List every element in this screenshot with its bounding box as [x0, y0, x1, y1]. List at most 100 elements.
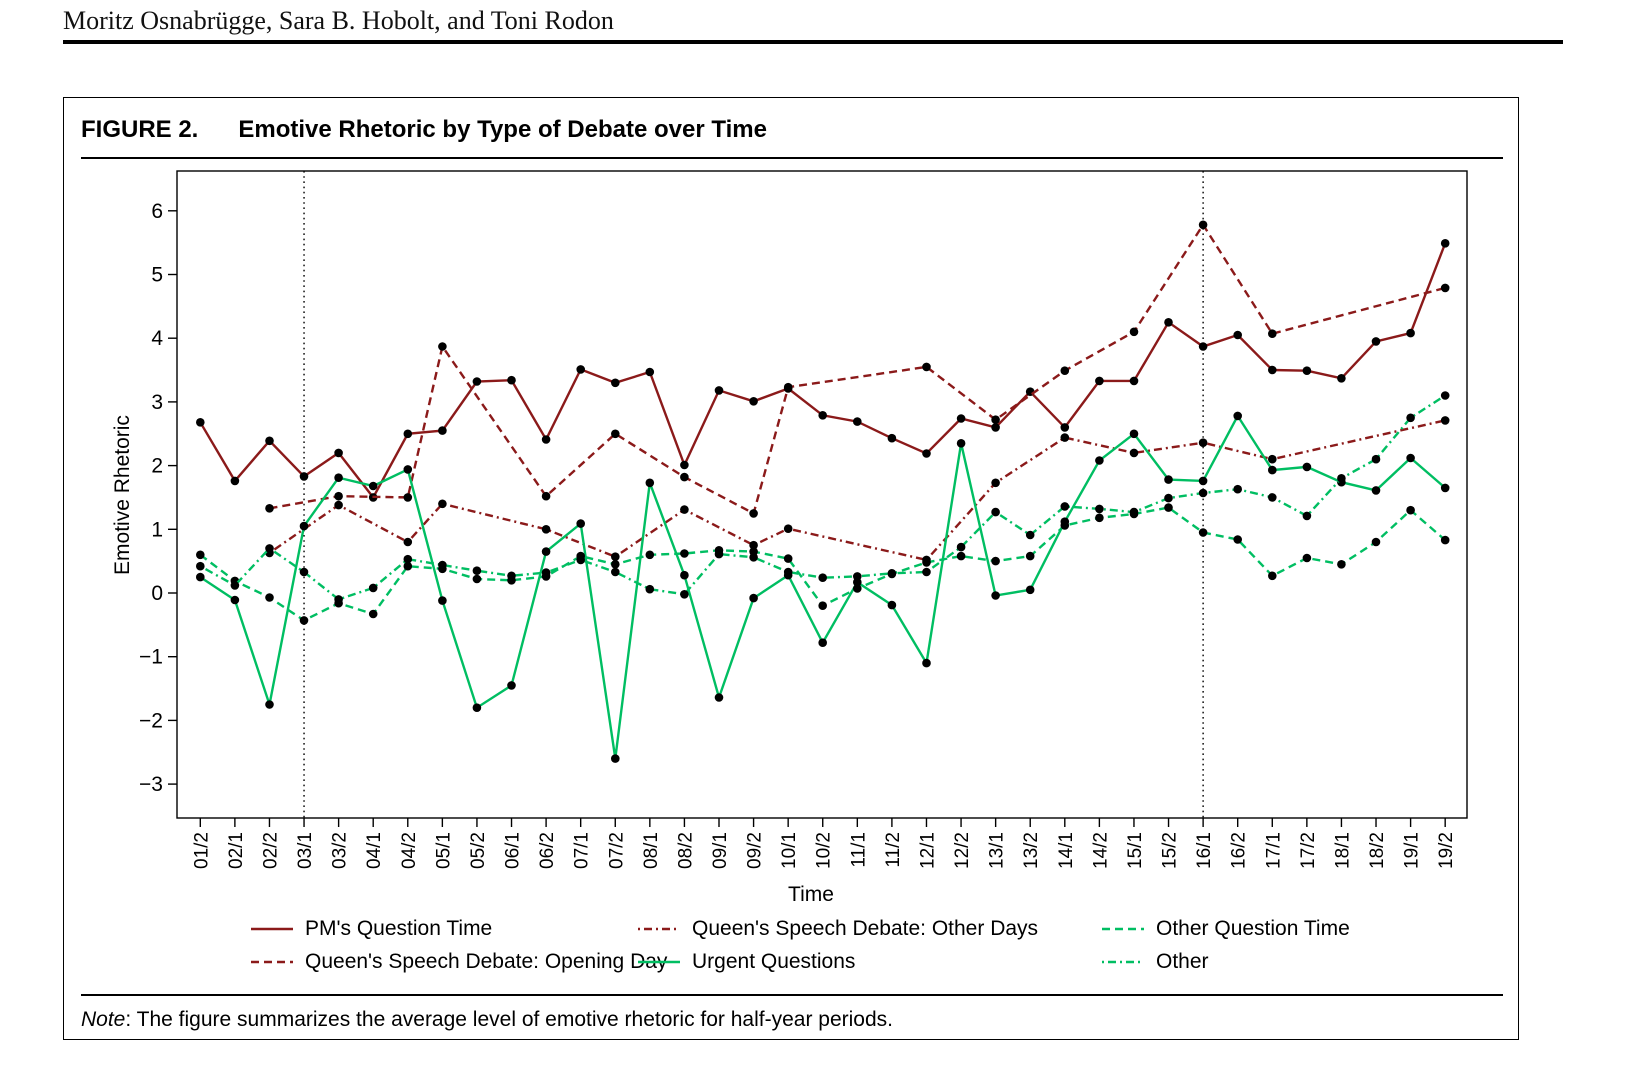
data-point — [1198, 488, 1208, 498]
legend-swatch-icon — [251, 927, 293, 931]
data-point — [1440, 416, 1450, 425]
data-point — [749, 593, 758, 603]
series-line-urgent-questions — [199, 413, 1446, 759]
data-point — [680, 549, 689, 558]
data-point — [1302, 553, 1312, 563]
data-point — [956, 551, 966, 561]
legend-swatch-icon — [251, 960, 293, 964]
data-point — [887, 569, 897, 578]
x-tick-label: 12/1 — [917, 832, 938, 869]
data-point — [1129, 448, 1139, 458]
data-point — [472, 703, 482, 712]
data-point — [1406, 413, 1415, 423]
data-point — [853, 584, 862, 593]
data-point — [680, 460, 689, 470]
x-tick-label: 09/2 — [745, 832, 766, 869]
data-point — [783, 567, 793, 577]
data-point — [1164, 318, 1173, 327]
header-rule — [63, 40, 1563, 44]
x-tick-label: 18/2 — [1367, 832, 1388, 869]
data-point — [1268, 493, 1277, 502]
data-point — [1337, 374, 1346, 383]
data-point — [1060, 366, 1070, 376]
data-point — [541, 568, 551, 577]
data-point — [1025, 585, 1035, 595]
data-point — [334, 473, 343, 483]
data-point — [611, 378, 620, 388]
note-label: Note — [81, 1008, 126, 1031]
data-point — [1371, 486, 1381, 495]
data-point — [1440, 283, 1450, 293]
legend-item: Queen's Speech Debate: Opening Day — [251, 949, 667, 975]
data-point — [1060, 433, 1070, 442]
data-point — [887, 600, 897, 610]
series-line-queen-s-speech-debate-opening-day — [269, 222, 1446, 516]
data-point — [922, 658, 931, 668]
x-tick-label: 15/1 — [1125, 832, 1146, 869]
figure-title-text: Emotive Rhetoric by Type of Debate over … — [238, 116, 767, 143]
x-tick-label: 14/1 — [1056, 832, 1077, 869]
figure-label: FIGURE 2. — [81, 116, 199, 143]
data-point — [1268, 365, 1277, 375]
data-point — [1440, 535, 1450, 545]
y-tick-label: 4 — [151, 327, 163, 350]
x-tick-label: 03/1 — [295, 832, 316, 869]
data-point — [1440, 483, 1450, 493]
data-point — [368, 583, 378, 593]
data-point — [749, 509, 758, 518]
data-point — [196, 418, 205, 427]
data-point — [991, 478, 1000, 488]
series-line-queen-s-speech-debate-other-days — [268, 419, 1446, 562]
data-point — [299, 567, 309, 577]
data-point — [1406, 453, 1415, 463]
data-point — [1095, 376, 1104, 386]
data-point — [1440, 239, 1450, 248]
data-point — [991, 507, 1000, 517]
data-point — [611, 429, 620, 439]
data-point — [991, 423, 1000, 432]
data-point — [749, 540, 758, 550]
data-point — [1371, 454, 1381, 464]
data-point — [922, 558, 931, 567]
data-point — [1060, 423, 1070, 432]
data-point — [611, 552, 620, 561]
y-tick-label: −1 — [139, 646, 163, 669]
x-tick-label: 05/2 — [468, 832, 489, 869]
data-point — [1164, 475, 1173, 484]
x-tick-label: 15/2 — [1160, 832, 1181, 869]
data-point — [472, 377, 482, 386]
data-point — [611, 560, 620, 569]
data-point — [196, 572, 205, 582]
data-point — [1198, 342, 1208, 351]
figure-panel: FIGURE 2. Emotive Rhetoric by Type of Deb… — [63, 97, 1519, 1040]
chart-svg: 6 5 4 3 2 1 0 −1 −2 −3 01/2 02/1 02/2 03/1 03/2 04/1 04/… — [111, 170, 1468, 906]
data-point — [1198, 528, 1208, 537]
data-point — [922, 449, 931, 458]
x-tick-label: 08/2 — [675, 832, 696, 869]
data-point — [714, 549, 724, 559]
data-point — [265, 436, 274, 446]
x-tick-label: 12/2 — [952, 832, 973, 869]
data-point — [1025, 530, 1035, 540]
x-tick-label: 16/1 — [1194, 832, 1215, 869]
data-point — [1337, 560, 1346, 569]
legend-item: Other Question Time — [1102, 916, 1350, 942]
data-point — [299, 616, 309, 625]
x-tick-label: 17/1 — [1263, 832, 1284, 869]
y-tick-label: 6 — [151, 200, 163, 223]
x-tick-label: 17/2 — [1298, 832, 1319, 869]
x-tick-label: 09/1 — [710, 832, 731, 869]
data-point — [1406, 505, 1415, 515]
data-point — [1302, 462, 1312, 472]
data-point — [576, 519, 585, 528]
data-point — [1129, 376, 1139, 386]
chart-canvas: 6 5 4 3 2 1 0 −1 −2 −3 01/2 02/1 02/2 03/1 03/2 04/1 04/… — [139, 170, 1468, 869]
x-tick-label: 06/2 — [537, 832, 558, 869]
y-tick-label: −2 — [139, 709, 163, 732]
data-point — [714, 386, 724, 395]
data-point — [507, 681, 516, 690]
legend-label: Urgent Questions — [692, 950, 856, 973]
legend-label: Other — [1156, 950, 1209, 973]
x-tick-label: 10/1 — [779, 832, 800, 869]
